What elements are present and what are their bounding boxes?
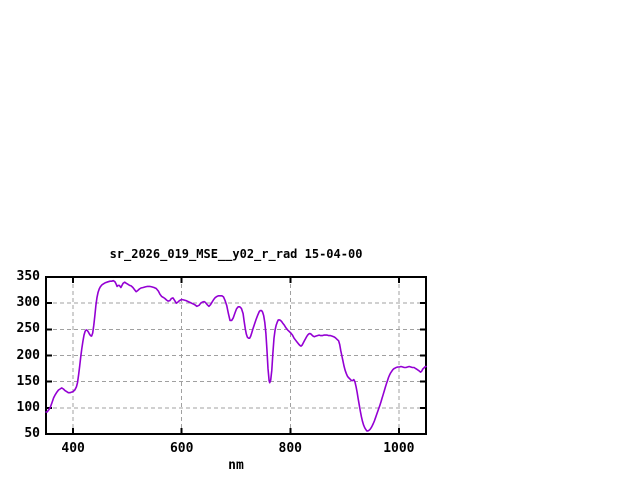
chart-title: sr_2026_019_MSE__y02_r_rad 15-04-00 <box>109 247 363 261</box>
y-tick-label: 250 <box>16 321 40 337</box>
x-axis-label: nm <box>228 458 244 473</box>
x-tick-label: 800 <box>278 441 303 456</box>
x-tick-label: 400 <box>61 441 85 456</box>
data-series-line <box>45 279 427 432</box>
y-tick-label: 100 <box>16 399 40 415</box>
y-tick-label: 150 <box>16 373 40 389</box>
y-tick-label: 50 <box>24 426 40 441</box>
y-tick-label: 200 <box>16 347 40 363</box>
x-tick-label: 1000 <box>383 441 415 456</box>
x-tick-label: 600 <box>169 441 194 456</box>
y-tick-label: 300 <box>16 295 40 311</box>
y-tick-label: 350 <box>16 269 40 284</box>
